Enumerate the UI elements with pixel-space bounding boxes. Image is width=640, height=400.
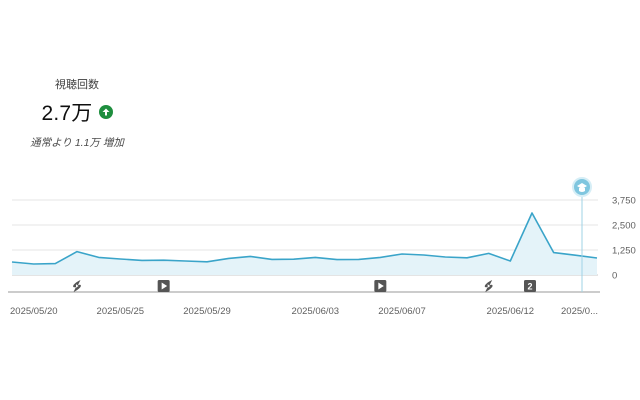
series-line [11, 212, 598, 265]
y-tick-label: 2,500 [612, 221, 636, 232]
marker-count-label: 2 [527, 282, 532, 292]
shorts-icon[interactable] [73, 280, 81, 292]
metric-label: 視聴回数 [55, 79, 99, 91]
play-icon[interactable] [157, 280, 170, 292]
y-tick-label: 0 [612, 271, 617, 282]
metric-comparison: 通常より 1.1万 増加 [30, 137, 124, 149]
trend-up-icon [98, 105, 113, 119]
x-tick-label: 2025/05/25 [97, 306, 145, 317]
y-tick-label: 1,250 [612, 246, 636, 257]
views-metric-card[interactable]: 視聴回数 2.7万 通常より 1.1万 増加 [22, 76, 132, 150]
x-tick-label: 2025/06/07 [378, 306, 426, 317]
metric-value: 2.7万 [41, 102, 93, 125]
play-icon[interactable] [374, 280, 387, 292]
x-tick-label: 2025/05/20 [10, 306, 58, 317]
shorts-icon[interactable] [484, 280, 493, 292]
x-tick-label: 2025/0... [561, 306, 598, 317]
x-tick-label: 2025/06/03 [292, 306, 340, 317]
graduation-cap-icon[interactable] [572, 177, 592, 197]
x-tick-label: 2025/05/29 [183, 306, 231, 317]
y-tick-label: 3,750 [612, 196, 636, 207]
x-tick-label: 2025/06/12 [487, 306, 535, 317]
series-area [12, 213, 597, 275]
count-badge[interactable]: 2 [524, 280, 536, 292]
